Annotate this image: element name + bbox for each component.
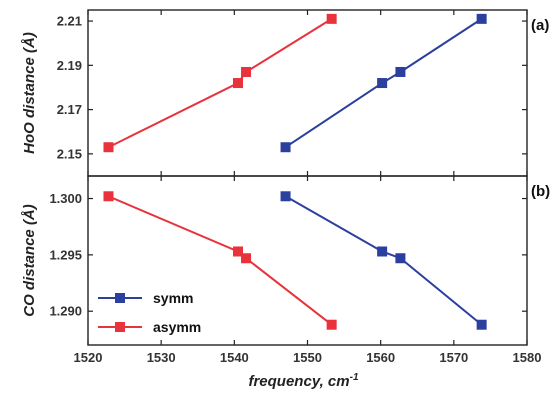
y-tick-label: 2.19 (57, 58, 82, 73)
data-point-symm (280, 191, 291, 202)
x-tick-label: 1540 (220, 350, 249, 365)
panel-label: (b) (531, 183, 550, 200)
series-line-symm (284, 18, 483, 149)
data-point-symm (476, 13, 487, 24)
data-point-symm (377, 78, 388, 89)
data-point-asymm (103, 191, 114, 202)
x-axis-title: frequency, cm-1 (248, 372, 358, 390)
panel-label: (a) (531, 17, 549, 34)
y-tick-label: 2.21 (57, 14, 82, 29)
x-tick-label: 1530 (147, 350, 176, 365)
legend-label-symm: symm (153, 290, 193, 306)
data-point-symm (395, 253, 406, 264)
series-line-asymm (108, 18, 333, 149)
x-tick-label: 1570 (439, 350, 468, 365)
y-axis-title: CO distance (Å) (21, 204, 38, 317)
x-axis: 1520 1530 1540 1550 1560 1570 1580 frequency, c… (74, 350, 542, 390)
data-point-asymm (232, 246, 243, 257)
x-axis-title-main: frequency, cm (248, 373, 349, 390)
y-tick-label: 2.17 (57, 102, 82, 117)
data-point-symm (395, 66, 406, 77)
x-tick-label: 1520 (74, 350, 103, 365)
y-tick-label: 1.290 (49, 304, 82, 319)
legend: symm asymm (98, 290, 201, 335)
series-line-asymm (108, 195, 333, 326)
x-tick-label: 1550 (293, 350, 322, 365)
legend-marker-asymm (115, 322, 125, 332)
x-tick-label: 1580 (513, 350, 542, 365)
x-axis-title-superscript: -1 (350, 372, 359, 383)
series-line-symm (285, 195, 483, 326)
y-tick-label: 2.15 (57, 146, 82, 161)
data-point-symm (280, 142, 291, 153)
legend-label-asymm: asymm (153, 319, 201, 335)
data-point-asymm (326, 13, 337, 24)
y-tick-label: 1.295 (49, 247, 82, 262)
y-axis-title: HoO distance (Å) (21, 32, 38, 154)
y-tick-label: 1.300 (49, 191, 82, 206)
data-point-asymm (241, 66, 252, 77)
data-point-asymm (103, 142, 114, 153)
legend-marker-symm (115, 293, 125, 303)
data-point-asymm (241, 253, 252, 264)
panel-b: 1.290 1.295 1.300 CO distance (Å) (b) (21, 175, 550, 346)
panel-a: 2.15 2.17 2.19 2.21 HoO distance (Å) (a) (21, 9, 549, 177)
x-tick-label: 1560 (366, 350, 395, 365)
data-point-asymm (326, 319, 337, 330)
data-point-symm (377, 246, 388, 257)
data-point-asymm (232, 78, 243, 89)
data-point-symm (476, 319, 487, 330)
